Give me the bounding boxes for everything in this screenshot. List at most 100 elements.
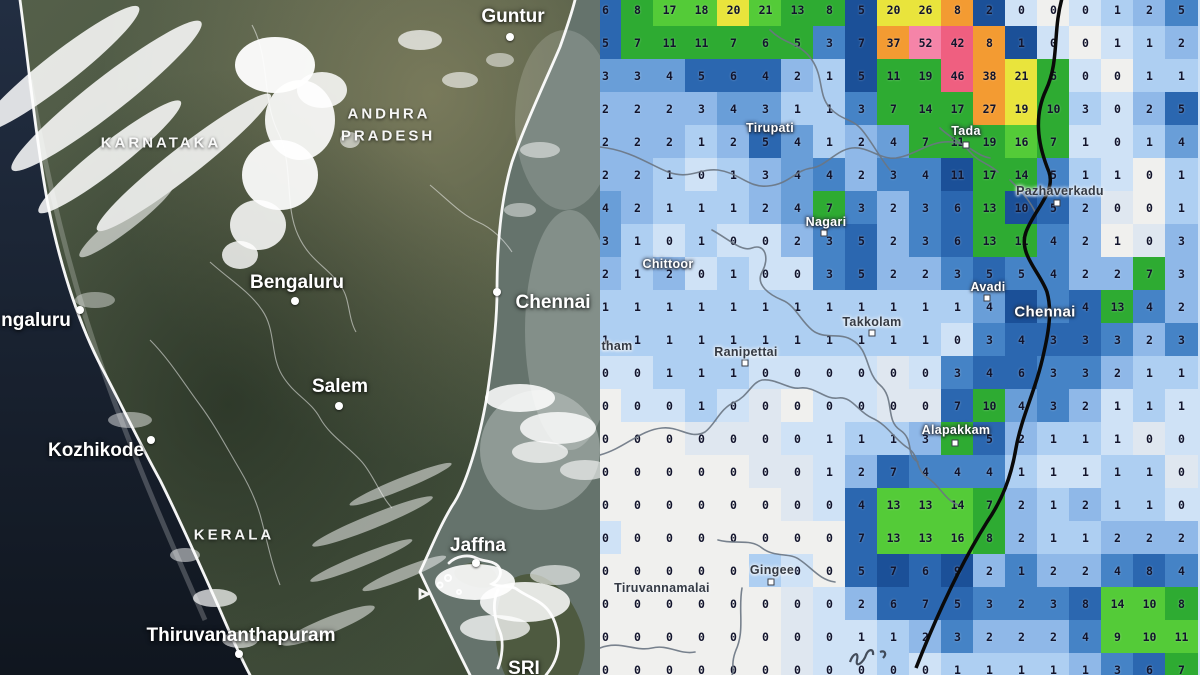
precip-cell [600,488,622,522]
precip-cell [909,488,942,522]
precip-cell [813,125,846,159]
precip-cell [813,26,846,60]
place-marker [868,329,876,337]
precip-cell [717,125,750,159]
precip-cell [845,356,878,390]
precip-cell [909,422,942,456]
precip-cell [717,620,750,654]
precip-cell [877,92,910,126]
precip-cell [1101,356,1134,390]
precip-cell [973,191,1006,225]
precip-cell [1037,521,1070,555]
precip-cell [1101,521,1134,555]
precip-cell [600,554,622,588]
precip-cell [600,26,622,60]
precip-cell [845,422,878,456]
city-label: Bengaluru [250,272,344,293]
precip-cell [1037,389,1070,423]
precip-cell [909,554,942,588]
place-label: Tiruvannamalai [614,581,710,595]
precip-cell [621,422,654,456]
precip-cell [600,92,622,126]
precip-overlays [600,0,1064,675]
precip-cell [973,587,1006,621]
city-dot [291,297,299,305]
precip-cell [845,290,878,324]
precip-cell [781,224,814,258]
city-label: SRI [508,658,540,675]
precip-cell [781,0,814,27]
place-label: Tada [951,124,981,138]
precip-cell [909,224,942,258]
precip-cell [813,488,846,522]
precip-cell [1069,290,1102,324]
precip-cell [685,26,718,60]
precip-cell [1165,554,1198,588]
precip-cell [973,323,1006,357]
precip-cell [1005,521,1038,555]
precip-cell [685,422,718,456]
precip-cell [1133,389,1166,423]
precip-cell [621,257,654,291]
precip-cell [653,125,686,159]
precip-cell [941,158,974,192]
precip-cell [1165,0,1198,27]
precip-cell [1005,158,1038,192]
precip-cell [621,587,654,621]
place-marker [1053,199,1061,207]
precip-cell [781,323,814,357]
city-label: Jaffna [450,535,506,556]
precip-cell [1101,191,1134,225]
precip-cell [749,92,782,126]
precip-cell [813,92,846,126]
precip-cell [685,59,718,93]
precip-cell [1069,422,1102,456]
precip-cell [877,26,910,60]
precip-cell [909,356,942,390]
precip-cell [845,158,878,192]
place-label: Takkolam [842,315,902,329]
precip-cell [1037,455,1070,489]
precip-cell [600,389,622,423]
precip-cell [1037,488,1070,522]
precip-cell [941,587,974,621]
precip-cell [1101,158,1134,192]
precip-cell [781,554,814,588]
precip-cell [941,191,974,225]
place-label: Nagari [805,215,847,229]
precip-cell [1101,389,1134,423]
precip-cell [1069,356,1102,390]
precip-cell [813,587,846,621]
precip-cell [717,191,750,225]
place-label: Alapakkam [921,423,991,437]
place-label: Avadi [970,280,1006,294]
precip-cell [1069,257,1102,291]
precip-cell [685,290,718,324]
precip-cell [653,389,686,423]
precip-cell [653,488,686,522]
precip-cell [1165,290,1198,324]
precip-cell [909,92,942,126]
precip-cell [973,257,1006,291]
city-dot [506,33,514,41]
precip-cell [1005,356,1038,390]
precip-cell [973,224,1006,258]
place-label: Gingee [749,563,795,577]
precip-cell [600,224,622,258]
precip-cell [909,0,942,27]
precip-cell [813,0,846,27]
precip-cell [813,191,846,225]
precip-cell [973,92,1006,126]
precip-cell [1101,323,1134,357]
precip-cell [1069,521,1102,555]
precip-cell [845,224,878,258]
precip-cell [941,257,974,291]
precip-cell [877,59,910,93]
precip-cell [1069,620,1102,654]
precip-cell [909,257,942,291]
precip-cell [1005,125,1038,159]
precip-cell [941,26,974,60]
city-dot [76,306,84,314]
precip-cell [909,26,942,60]
precip-cell [685,587,718,621]
